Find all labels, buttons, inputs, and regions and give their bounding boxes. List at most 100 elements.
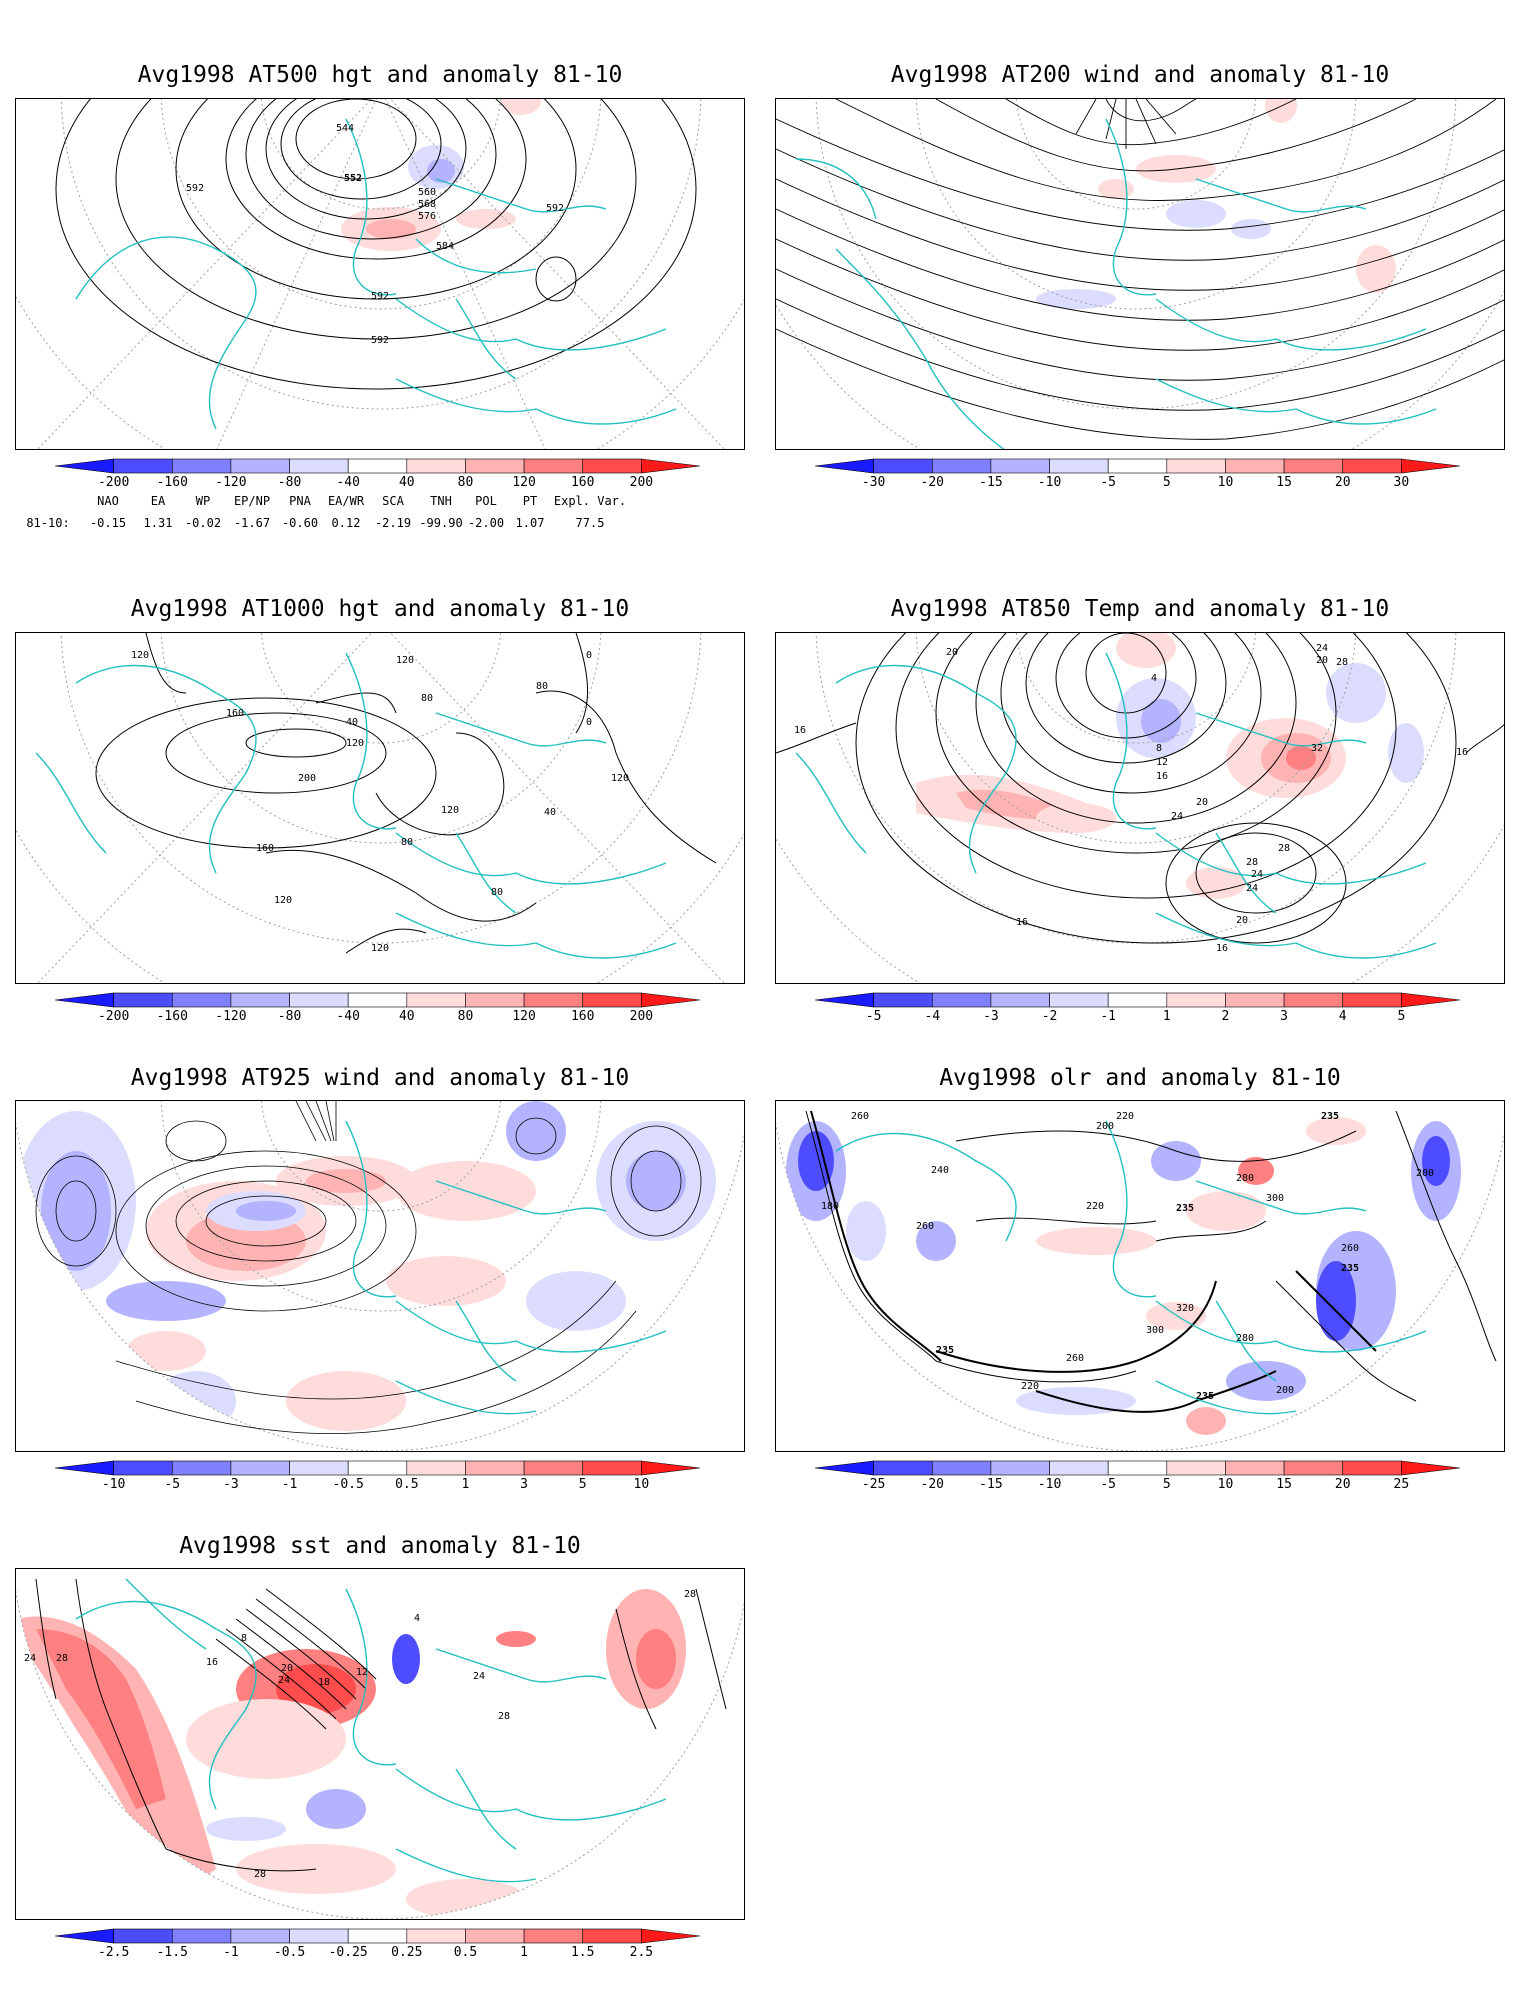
contour-label: 28	[684, 1589, 696, 1600]
colorbar-tick-label: -10	[1037, 475, 1062, 490]
sst-contours	[35, 1578, 727, 1872]
contour-label: 120	[441, 805, 459, 816]
panel-title-850temp: Avg1998 AT850 Temp and anomaly 81-10	[890, 596, 1390, 622]
colorbar-swatch	[347, 458, 408, 474]
panel-title-925wind: Avg1998 AT925 wind and anomaly 81-10	[130, 1065, 630, 1091]
contour-label: 120	[346, 738, 364, 749]
contour-label: 592	[186, 183, 204, 194]
colorbar-swatch	[347, 1460, 408, 1476]
colorbar-swatch	[641, 1928, 701, 1944]
idx-value-wp: -0.02	[184, 516, 222, 530]
anomaly-shading	[16, 1589, 686, 1919]
contour-label: 16	[1016, 917, 1028, 928]
idx-value-eawr: 0.12	[331, 516, 361, 530]
colorbar-tick-label: 160	[570, 1009, 595, 1024]
contour-label: 120	[131, 650, 149, 661]
idx-header-pt: PT	[522, 494, 538, 508]
colorbar-tick-label: -10	[1037, 1477, 1062, 1492]
colorbar-swatch	[641, 1460, 701, 1476]
contour-label: 8	[241, 1633, 247, 1644]
colorbar-tick-label: 40	[398, 1009, 415, 1024]
colorbar-swatch	[171, 1928, 232, 1944]
colorbar-tick-label: 3	[1280, 1009, 1288, 1024]
colorbar-swatch	[582, 1460, 642, 1476]
contour-labels: 544 552 560 568 576 584 592 592 592 592	[186, 123, 564, 346]
map-500hgt: 544 552 560 568 576 584 592 592 592 592	[15, 98, 745, 450]
colorbar-tick-label: -160	[156, 1009, 188, 1024]
contour-label: 24	[473, 1671, 485, 1682]
colorbar-swatch	[814, 458, 874, 474]
colorbar-swatch	[171, 1460, 232, 1476]
contour-label: 120	[611, 773, 629, 784]
colorbar-swatch	[406, 1928, 466, 1944]
colorbar-tick-label: -10	[101, 1477, 126, 1492]
contour-label: 12	[356, 1667, 368, 1678]
colorbar-swatch	[931, 1460, 992, 1476]
map-850temp-plot: 20 16 4 8 12 16 20 24 28 32 24 28 24 20 …	[776, 633, 1504, 983]
idx-header-sca: SCA	[382, 494, 404, 508]
contour-label: 12	[1156, 757, 1168, 768]
idx-header-epnp: EP/NP	[233, 494, 271, 508]
colorbar-swatch	[1283, 992, 1344, 1008]
map-925wind	[15, 1100, 745, 1452]
colorbar-tick-label: -200	[97, 1009, 130, 1024]
idx-value-ea: 1.31	[143, 516, 173, 530]
colorbar-tick-label: 2	[1221, 1009, 1230, 1024]
panel-title-500hgt: Avg1998 AT500 hgt and anomaly 81-10	[137, 62, 623, 88]
colorbar-swatch	[406, 1460, 466, 1476]
colorbar-850temp-swatches	[814, 992, 1461, 1008]
colorbar-tick-label: -120	[215, 475, 247, 490]
colorbar-swatch	[171, 992, 232, 1008]
colorbar-1000hgt-swatches	[54, 992, 701, 1008]
idx-value-sca: -2.19	[374, 516, 412, 530]
colorbar-tick-label: -1	[1100, 1009, 1116, 1024]
contour-label: 260	[1341, 1243, 1359, 1254]
colorbar-swatch	[1049, 1460, 1109, 1476]
coastlines	[75, 118, 677, 430]
contour-label: 16	[1456, 747, 1468, 758]
contour-label: 80	[401, 837, 413, 848]
contour-label: 200	[1096, 1121, 1114, 1132]
colorbar-swatch	[465, 1928, 525, 1944]
colorbar-tick-label: 15	[1276, 475, 1292, 490]
colorbar-swatch	[230, 1928, 290, 1944]
contour-label: 240	[931, 1165, 949, 1176]
idx-header-ea: EA	[150, 494, 166, 508]
contour-label: 28	[254, 1869, 266, 1880]
colorbar-swatch	[1401, 992, 1461, 1008]
colorbar-swatch	[289, 992, 349, 1008]
contour-label: 120	[396, 655, 414, 666]
colorbar-tick-label: 0.5	[453, 1945, 478, 1960]
colorbar-tick-label: -80	[277, 1009, 302, 1024]
colorbar-swatch	[465, 1460, 525, 1476]
colorbar-tick-label: -20	[920, 1477, 945, 1492]
colorbar-swatch	[990, 458, 1050, 474]
contour-label: 24	[1246, 883, 1258, 894]
colorbar-swatch	[1342, 1460, 1402, 1476]
colorbar-200wind: -30 -20 -15 -10 -5 5 10 15 20 30	[814, 458, 1461, 499]
colorbar-tick-label: -3	[983, 1009, 999, 1024]
colorbar-swatch	[1107, 458, 1168, 474]
colorbar-tick-label: 2.5	[629, 1945, 654, 1960]
colorbar-tick-label: -120	[215, 1009, 247, 1024]
colorbar-tick-label: -15	[979, 1477, 1003, 1492]
contour-label: 4	[414, 1613, 420, 1624]
colorbar-swatch	[113, 992, 173, 1008]
colorbar-swatch	[873, 458, 933, 474]
colorbar-tick-label: -0.5	[273, 1945, 306, 1960]
contour-label: 560	[418, 187, 436, 198]
colorbar-swatch	[931, 992, 992, 1008]
contour-label: 4	[1151, 673, 1157, 684]
colorbar-swatch	[54, 1928, 114, 1944]
colorbar-tick-label: 30	[1393, 475, 1410, 490]
colorbar-tick-label: -20	[920, 475, 945, 490]
contour-label: 592	[371, 335, 389, 346]
contour-label: 592	[546, 203, 564, 214]
colorbar-swatch	[1107, 992, 1168, 1008]
contour-label: 16	[794, 725, 806, 736]
colorbar-swatch	[465, 992, 525, 1008]
colorbar-swatch	[814, 992, 874, 1008]
idx-value-nao: -0.15	[89, 516, 127, 530]
map-1000hgt: 120 120 80 40 0 160 200 120 80 120 40 12…	[15, 632, 745, 984]
colorbar-tick-label: -1.5	[156, 1945, 188, 1960]
